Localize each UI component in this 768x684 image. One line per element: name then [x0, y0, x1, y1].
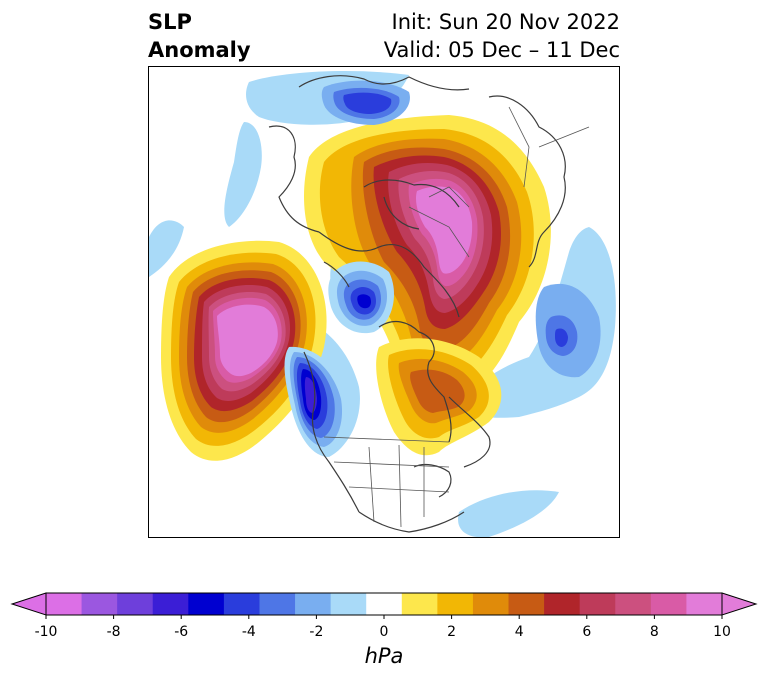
colorbar-swatch: [544, 593, 581, 615]
colorbar-swatch: [188, 593, 225, 615]
valid-date: Valid: 05 Dec – 11 Dec: [383, 38, 620, 62]
colorbar-tick-label: 2: [447, 624, 457, 640]
colorbar-tick-label: -4: [241, 624, 256, 640]
colorbar-tick-label: 10: [713, 624, 731, 640]
colorbar-tick-label: -2: [309, 624, 324, 640]
political-borders: [323, 106, 590, 528]
colorbar-swatch: [508, 593, 545, 615]
colorbar-swatch: [615, 593, 652, 615]
map-canvas: [149, 67, 619, 537]
colorbar-tick-label: -6: [174, 624, 189, 640]
colorbar-tick-label: -8: [106, 624, 121, 640]
init-date: Init: Sun 20 Nov 2022: [391, 10, 620, 34]
polar-map: [148, 66, 620, 538]
colorbar-swatch: [366, 593, 403, 615]
colorbar-swatch: [117, 593, 154, 615]
colorbar-swatch: [686, 593, 723, 615]
colorbar-swatch: [81, 593, 118, 615]
colorbar-units: hPa: [364, 644, 404, 668]
greenland-high-anomaly: [376, 338, 502, 456]
colorbar-swatch: [650, 593, 687, 615]
variable-title-line1: SLP: [148, 10, 192, 34]
colorbar-swatch: [472, 593, 510, 615]
date-title: Init: Sun 20 Nov 2022 Valid: 05 Dec – 11…: [384, 8, 620, 64]
colorbar-tick-label: -10: [34, 624, 58, 640]
colorbar-tick-label: 8: [649, 624, 659, 640]
colorbar-tick-label: 4: [514, 624, 524, 640]
colorbar-swatch: [401, 593, 438, 615]
scandinavia-low-anomaly: [321, 80, 410, 125]
colorbar-extend-high: [721, 592, 758, 616]
atlantic-low-anomaly: [535, 283, 601, 378]
colorbar-swatch: [223, 593, 260, 615]
colorbar-swatch: [152, 593, 189, 615]
colorbar-swatch: [259, 593, 296, 615]
colorbar-swatch: [437, 593, 474, 615]
western-na-low-anomaly: [284, 346, 351, 457]
colorbar-swatch: [579, 593, 616, 615]
colorbar: [10, 592, 758, 619]
colorbar-swatch: [46, 593, 83, 615]
colorbar-swatch: [330, 593, 367, 615]
variable-title-line2: Anomaly: [148, 38, 251, 62]
colorbar-swatch: [295, 593, 332, 615]
coastlines: [268, 75, 566, 533]
alaska-high-anomaly: [161, 240, 327, 461]
variable-title: SLP Anomaly: [148, 8, 251, 64]
colorbar-tick-label: 0: [379, 624, 389, 640]
colorbar-tick-label: 6: [582, 624, 592, 640]
colorbar-extend-low: [10, 592, 47, 616]
